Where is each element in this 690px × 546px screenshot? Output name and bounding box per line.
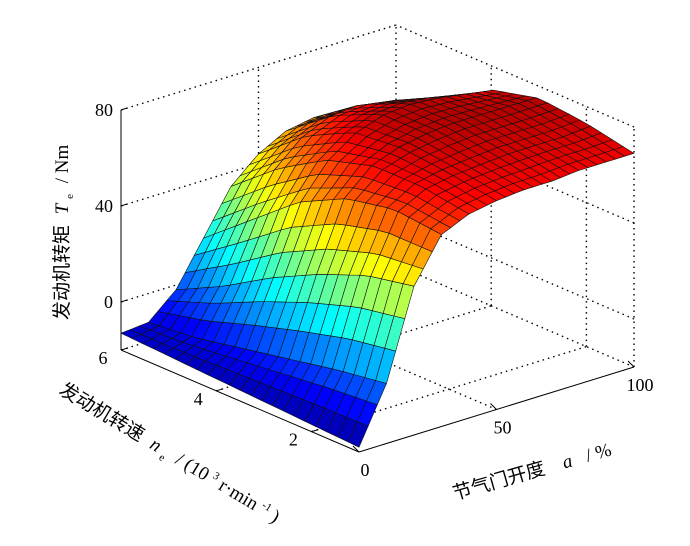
ticks-layer: 0 40 80 2 4 6 0 50 100 [95, 100, 654, 480]
floor-gridline-speed-0 [311, 345, 587, 433]
z-axis-label-sub: e [64, 194, 76, 199]
x-axis-label-unit: / % [583, 439, 614, 466]
z-axis-label-main: 发动机转矩 [51, 225, 73, 320]
x-tick-mark [627, 360, 635, 368]
z-tick-label: 80 [95, 100, 113, 120]
x-tick-mark [490, 403, 497, 410]
y-tick-mark [216, 388, 224, 392]
y-axis-label-unit-e: ) [267, 506, 283, 527]
y-axis-label-unit-c: r·min [215, 475, 262, 515]
z-axis-label-unit: / Nm [52, 145, 73, 184]
y-tick-label: 2 [289, 430, 298, 450]
x-tick-label: 0 [361, 460, 370, 480]
x-axis-label-var: a [560, 451, 575, 474]
y-axis-label-unit-d: -1 [260, 499, 274, 514]
x-tick-label: 50 [494, 418, 512, 438]
z-tick-label: 40 [95, 196, 113, 216]
right-wall-gridline-2 [395, 24, 635, 128]
x-axis-label-main: 节气门开度 [450, 457, 547, 504]
y-axis-label: 发动机转速 n e / (10 3 r·min -1 ) [53, 373, 287, 532]
back-wall-gridline-2 [120, 24, 397, 111]
z-tick-label: 0 [104, 292, 113, 312]
y-tick-mark [311, 429, 319, 433]
y-axis-label-unit-a: / (10 [172, 449, 213, 485]
z-tick-mark [120, 203, 128, 207]
y-axis-label-main: 发动机转速 [55, 378, 148, 446]
surface-layer [120, 89, 635, 448]
y-tick-label: 6 [99, 348, 108, 368]
z-axis-label-var: T [52, 202, 73, 214]
y-axis-label-unit-b: 3 [211, 470, 222, 483]
surface-patch [613, 146, 635, 157]
x-axis-label: 节气门开度 a / % [450, 438, 614, 504]
z-axis-label: 发动机转矩 T e / Nm [51, 145, 78, 320]
y-tick-label: 4 [194, 389, 203, 409]
y-tick-mark [120, 347, 129, 351]
floor-gridline-throttle-1 [395, 264, 635, 368]
z-tick-mark [120, 107, 128, 111]
x-tick-label: 100 [627, 375, 654, 395]
y-axis-line [120, 349, 360, 453]
y-axis-label-sub: e [157, 451, 167, 464]
x-tick-mark [352, 445, 360, 453]
z-tick-mark [120, 299, 128, 303]
